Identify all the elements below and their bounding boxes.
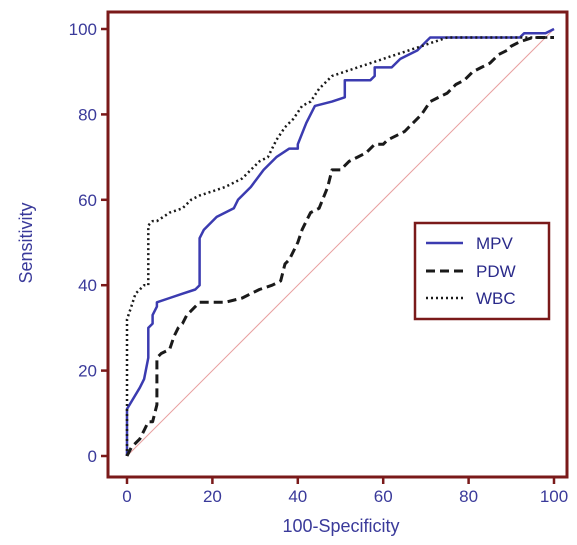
legend-label-wbc: WBC [476, 289, 516, 308]
x-tick-label: 60 [374, 487, 393, 506]
legend-label-mpv: MPV [476, 234, 514, 253]
series-line-pdw [125, 36, 554, 457]
y-axis-title: Sensitivity [16, 202, 36, 283]
y-tick-label: 80 [78, 105, 97, 124]
reference-diagonal-layer [126, 28, 555, 457]
legend-box [413, 221, 551, 321]
y-tick-label: 40 [78, 276, 97, 295]
legend-label-pdw: PDW [476, 262, 516, 281]
y-tick-label: 0 [88, 447, 97, 466]
series-line-mpv [125, 27, 555, 456]
legend: MPV PDW WBC [413, 221, 551, 321]
y-tick-label: 20 [78, 362, 97, 381]
x-tick-label: 40 [288, 487, 307, 506]
y-tick-label: 60 [78, 191, 97, 210]
x-tick-label: 80 [459, 487, 478, 506]
x-tick-label: 20 [203, 487, 222, 506]
x-tick-label: 0 [122, 487, 131, 506]
reference-diagonal [126, 28, 555, 457]
tick-layer: 0 20 40 60 80 100 0 20 40 60 80 100 [69, 20, 569, 506]
y-tick-label: 100 [69, 20, 97, 39]
x-tick-label: 100 [540, 487, 568, 506]
series-layer [125, 27, 555, 457]
x-axis-title: 100-Specificity [282, 516, 399, 536]
plot-frame [106, 10, 569, 479]
